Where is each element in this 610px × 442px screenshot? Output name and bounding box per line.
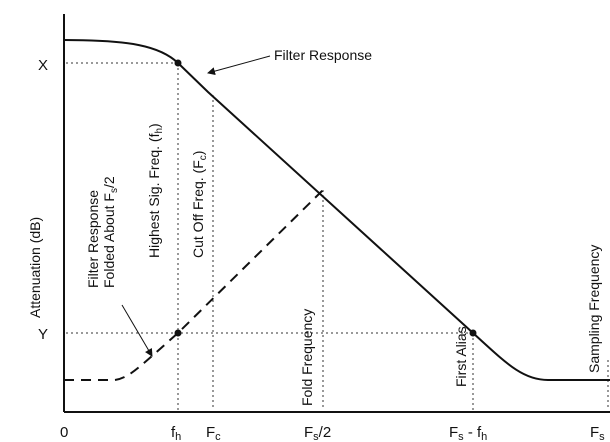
x-tick-fc: Fc xyxy=(206,424,221,442)
highest-sig-freq-label: Highest Sig. Freq. (fh) xyxy=(146,123,165,258)
y-level-label: Y xyxy=(38,326,48,343)
filter-response-label: Filter Response xyxy=(274,47,372,63)
fold-frequency-label: Fold Frequency xyxy=(299,309,315,406)
cutoff-freq-label: Cut Off Freq. (Fc) xyxy=(190,151,209,258)
folded-response-label: Filter Response Folded About Fs/2 xyxy=(85,176,120,288)
folded-response-curve xyxy=(64,189,324,381)
x-tick-fh: fh xyxy=(171,424,181,442)
x-tick-fs: Fs xyxy=(590,424,605,442)
fh-point-top xyxy=(174,59,182,67)
first-alias-label: First Alias xyxy=(453,326,469,387)
sampling-frequency-label: Sampling Frequency xyxy=(586,245,602,373)
x-tick-alias: Fs - fh xyxy=(449,424,487,442)
x-tick-zero: 0 xyxy=(60,424,68,441)
x-level-label: X xyxy=(38,57,48,74)
fh-point-bottom xyxy=(174,329,182,337)
filter-response-arrow xyxy=(207,55,271,76)
filter-response-curve xyxy=(63,39,610,381)
x-tick-fold: Fs/2 xyxy=(304,424,331,442)
folded-response-arrow xyxy=(121,304,153,357)
alias-point xyxy=(469,329,477,337)
y-axis-label: Attenuation (dB) xyxy=(27,217,43,318)
